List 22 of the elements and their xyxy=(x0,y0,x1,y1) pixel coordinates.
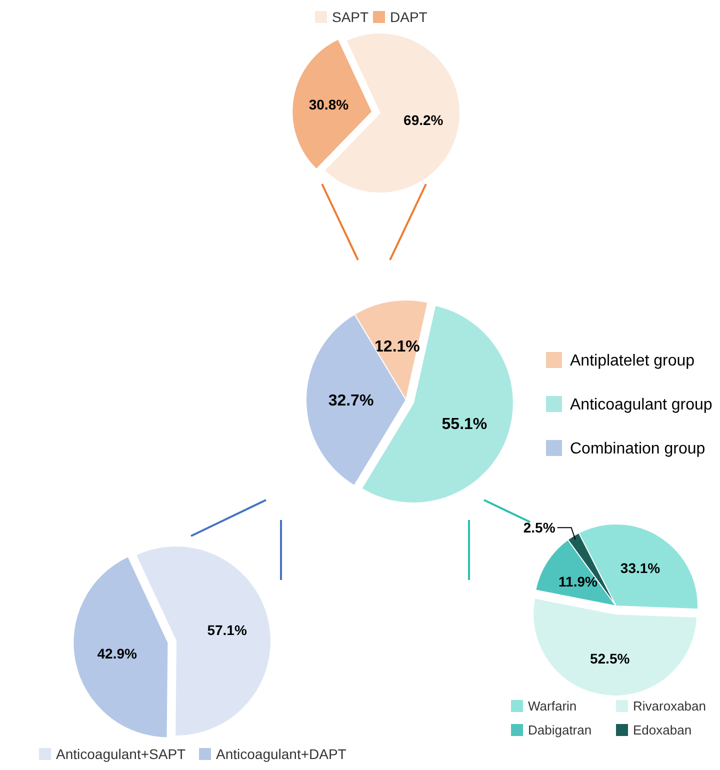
data-label: 55.1% xyxy=(442,416,488,434)
data-label: 11.9% xyxy=(558,574,598,590)
data-label: 30.8% xyxy=(308,96,350,112)
legend-label: Anticoagulant+SAPT xyxy=(56,746,186,762)
legend-label: Edoxaban xyxy=(633,722,692,738)
legend-label: Dabigatran xyxy=(528,722,592,738)
legend-label: Antiplatelet group xyxy=(570,352,695,370)
data-label: 33.1% xyxy=(620,560,661,576)
data-label: 52.5% xyxy=(590,650,630,667)
legend-label: SAPT xyxy=(332,8,370,25)
legend-label: Combination group xyxy=(570,440,706,458)
legend-label: DAPT xyxy=(390,8,428,25)
legend-label: Warfarin xyxy=(528,698,577,714)
data-label: 42.9% xyxy=(97,646,138,662)
data-label: 69.2% xyxy=(404,112,444,128)
data-label: 57.1% xyxy=(207,622,248,638)
data-label: 32.7% xyxy=(328,392,374,410)
data-label: 12.1% xyxy=(374,338,420,356)
legend-label: Anticoagulant group xyxy=(570,396,712,414)
legend-label: Rivaroxaban xyxy=(633,698,706,714)
legend-label: Anticoagulant+DAPT xyxy=(216,746,347,762)
data-label: 2.5% xyxy=(523,519,556,536)
